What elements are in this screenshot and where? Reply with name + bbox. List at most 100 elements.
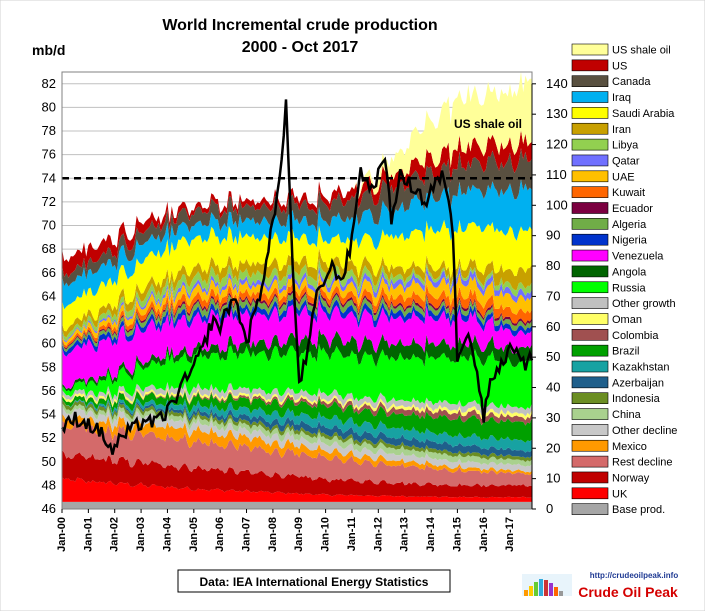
y2-tick-label: 30 (546, 410, 560, 425)
legend-swatch (571, 313, 609, 325)
legend-swatch (571, 43, 609, 56)
legend-swatch (571, 392, 609, 405)
area-azerbaijan (62, 399, 532, 458)
crude-oil-peak-logo: http://crudeoilpeak.info Crude Oil Peak (522, 571, 678, 600)
x-tick-label: Jan-04 (161, 516, 173, 552)
y-tick-label: 78 (42, 123, 56, 138)
legend-label: Indonesia (612, 393, 661, 405)
legend-swatch (571, 107, 609, 119)
area-russia (62, 343, 532, 410)
y2-tick-label: 120 (546, 137, 568, 152)
area-algeria (62, 287, 532, 353)
y-tick-label: 52 (42, 430, 56, 445)
y2-tick-label: 60 (546, 319, 560, 334)
legend-label: Other growth (612, 298, 676, 310)
legend-label: Iraq (612, 92, 631, 104)
x-tick-label: Jan-03 (135, 517, 147, 552)
legend-swatch (571, 91, 609, 103)
legend-swatch (571, 328, 609, 341)
us-shale-annotation: US shale oil (454, 117, 522, 131)
x-axis: Jan-00 Jan-01 Jan-02 Jan-03 Jan-04 Jan-05 Jan-… (56, 509, 516, 552)
legend-label: Iran (612, 124, 631, 136)
legend-label: Norway (612, 472, 650, 484)
chart-subtitle: 2000 - Oct 2017 (242, 39, 359, 56)
x-tick-label: Jan-01 (82, 517, 94, 552)
area-norway (62, 450, 532, 498)
area-brazil (62, 391, 532, 443)
area-uae (62, 272, 532, 346)
legend-label: Russia (612, 282, 647, 294)
legend-swatch (571, 59, 609, 72)
legend-swatch (571, 122, 609, 135)
legend-label: Mexico (612, 441, 647, 453)
legend-label: Libya (612, 140, 639, 152)
legend-label: Azerbaijan (612, 377, 664, 389)
x-tick-label: Jan-02 (109, 517, 121, 552)
legend-swatch (571, 202, 609, 214)
area-kuwait (62, 279, 532, 349)
y-tick-label: 68 (42, 241, 56, 256)
y2-tick-label: 10 (546, 471, 560, 486)
legend-label: Brazil (612, 346, 640, 358)
legend-swatch (571, 487, 609, 500)
area-canada (62, 148, 532, 287)
legend-label: Venezuela (612, 251, 664, 263)
y-tick-label: 50 (42, 454, 56, 469)
area-rest-decline (62, 420, 532, 487)
legend-swatch (571, 344, 609, 357)
legend-label: Canada (612, 76, 651, 88)
x-tick-label: Jan-13 (399, 517, 411, 552)
y-tick-label: 66 (42, 265, 56, 280)
legend-label: US (612, 60, 627, 72)
y-tick-label: 48 (42, 477, 56, 492)
y-axis-left: 46 48 50 52 54 56 58 60 62 64 66 68 70 72 74 76 78 80 82 (42, 76, 56, 516)
legend-swatch (571, 186, 609, 198)
area-angola (62, 328, 532, 392)
legend-label: Colombia (612, 330, 659, 342)
legend-label: Kuwait (612, 187, 645, 199)
y-tick-label: 54 (42, 407, 56, 422)
legend-swatch (571, 154, 609, 167)
legend-label: China (612, 409, 642, 421)
legend-label: US shale oil (612, 45, 671, 57)
area-iraq (62, 179, 532, 310)
y2-tick-label: 50 (546, 349, 560, 364)
x-tick-label: Jan-05 (188, 517, 200, 552)
area-iran (62, 248, 532, 338)
y-tick-label: 82 (42, 76, 56, 91)
source-note: Data: IEA International Energy Statistic… (177, 569, 451, 593)
area-uk (62, 477, 532, 502)
area-other-decline (62, 406, 532, 473)
svg-text:Data: IEA International Energy: Data: IEA International Energy Statistic… (200, 575, 429, 589)
area-qatar (62, 266, 532, 343)
x-tick-label: Jan-17 (504, 517, 516, 552)
x-tick-label: Jan-09 (293, 517, 305, 552)
y2-tick-label: 40 (546, 380, 560, 395)
legend-swatch (571, 233, 609, 246)
legend-swatch (571, 75, 609, 87)
y2-tick-label: 80 (546, 258, 560, 273)
area-venezuela (62, 298, 532, 390)
x-tick-label: Jan-06 (214, 517, 226, 552)
legend-label: Base prod. (612, 504, 665, 516)
y2-tick-label: 140 (546, 76, 568, 91)
legend-label: UK (612, 488, 628, 500)
x-tick-label: Jan-10 (320, 517, 332, 552)
y2-tick-label: 0 (546, 501, 553, 516)
x-tick-label: Jan-11 (346, 517, 358, 551)
x-tick-label: Jan-08 (267, 517, 279, 552)
x-tick-label: Jan-14 (425, 516, 437, 552)
y-tick-label: 58 (42, 359, 56, 374)
legend-swatch (571, 424, 609, 436)
legend-swatch (571, 138, 609, 151)
legend-label: Saudi Arabia (612, 108, 675, 120)
legend-label: Ecuador (612, 203, 653, 215)
area-base-prod- (62, 501, 532, 509)
legend-label: Other decline (612, 425, 677, 437)
legend: US shale oil US Canada Iraq Saudi Arabia Iran… (571, 43, 677, 516)
legend-label: Rest decline (612, 457, 673, 469)
legend-swatch (571, 471, 609, 484)
y-tick-label: 74 (42, 170, 56, 185)
legend-swatch (571, 408, 609, 420)
area-indonesia (62, 399, 532, 462)
